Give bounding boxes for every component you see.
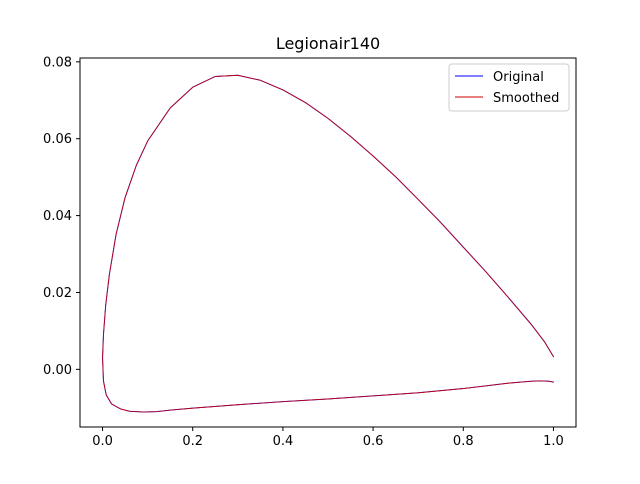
- y-tick-label: 0.00: [43, 363, 72, 378]
- x-tick-label: 1.0: [543, 434, 564, 449]
- legend-label-smoothed: Smoothed: [493, 91, 559, 106]
- legend: Original Smoothed: [449, 64, 569, 111]
- y-tick-label: 0.02: [43, 286, 72, 301]
- y-tick-label: 0.08: [43, 55, 72, 70]
- x-tick-label: 0.6: [363, 434, 384, 449]
- chart-title: Legionair140: [276, 34, 380, 53]
- x-tick-label: 0.2: [182, 434, 203, 449]
- y-tick-label: 0.04: [43, 209, 72, 224]
- y-tick-label: 0.06: [43, 132, 72, 147]
- legend-label-original: Original: [493, 70, 544, 85]
- x-tick-label: 0.0: [92, 434, 113, 449]
- x-tick-label: 0.4: [273, 434, 294, 449]
- x-tick-label: 0.8: [453, 434, 474, 449]
